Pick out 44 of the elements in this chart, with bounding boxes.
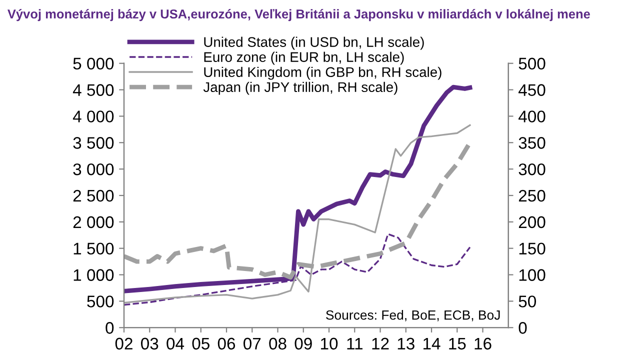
x-tick-label: 15 [449,338,466,350]
y-tick-label: 0 [106,322,114,334]
y2-tick-label: 250 [518,190,546,202]
y2-tick-label: 350 [518,137,546,149]
y2-tick-label: 0 [518,322,527,334]
x-tick-label: 16 [474,338,492,350]
y2-tick-label: 50 [518,296,536,308]
y2-tick-label: 200 [518,216,546,228]
x-tick-label: 05 [192,338,210,350]
x-tick-label: 07 [244,338,261,350]
y2-tick-label: 450 [518,84,546,96]
y2-tick-label: 500 [518,58,546,70]
line-series [124,124,471,304]
y-tick-label: 1 500 [74,242,114,255]
y2-tick-label: 400 [518,110,546,122]
x-tick-label: 12 [372,338,389,350]
y2-tick-label: 150 [519,242,546,255]
legend-label: United States (in USD bn, LH scale) [204,36,424,50]
x-tick-label: 02 [115,338,132,350]
x-tick-label: 06 [218,338,236,350]
x-tick-label: 09 [294,338,312,350]
legend-label: Euro zone (in EUR bn, LH scale) [204,52,404,65]
y-tick-label: 4 500 [72,84,114,96]
x-tick-label: 03 [141,338,158,350]
y2-tick-label: 100 [519,269,546,281]
y-tick-label: 3 500 [73,137,114,149]
x-tick-label: 13 [398,338,414,350]
x-tick-label: 08 [269,338,286,350]
legend-label: United Kingdom (in GBP bn, RH scale) [204,66,442,80]
y-tick-label: 2 000 [73,216,114,228]
y-tick-label: 500 [87,296,114,308]
y-tick-label: 1 000 [74,269,114,281]
chart-title: Vývoj monetárnej bázy v USA,eurozóne, Veľkej Británii a Japonsku v miliardách v lokálnej mene [8,9,590,22]
legend-label: Japan (in JPY trillion, RH scale) [203,82,398,95]
y-tick-label: 2 500 [73,190,114,202]
x-tick-label: 14 [424,338,440,350]
x-tick-label: 10 [321,338,338,350]
annotation: Sources: Fed, BoE, ECB, BoJ [326,310,500,322]
y-tick-label: 4 000 [72,110,114,122]
x-tick-label: 11 [347,338,362,350]
y-tick-label: 5 000 [73,58,114,70]
x-tick-label: 04 [166,338,184,350]
y2-tick-label: 300 [518,163,546,176]
y-tick-label: 3 000 [73,163,114,176]
